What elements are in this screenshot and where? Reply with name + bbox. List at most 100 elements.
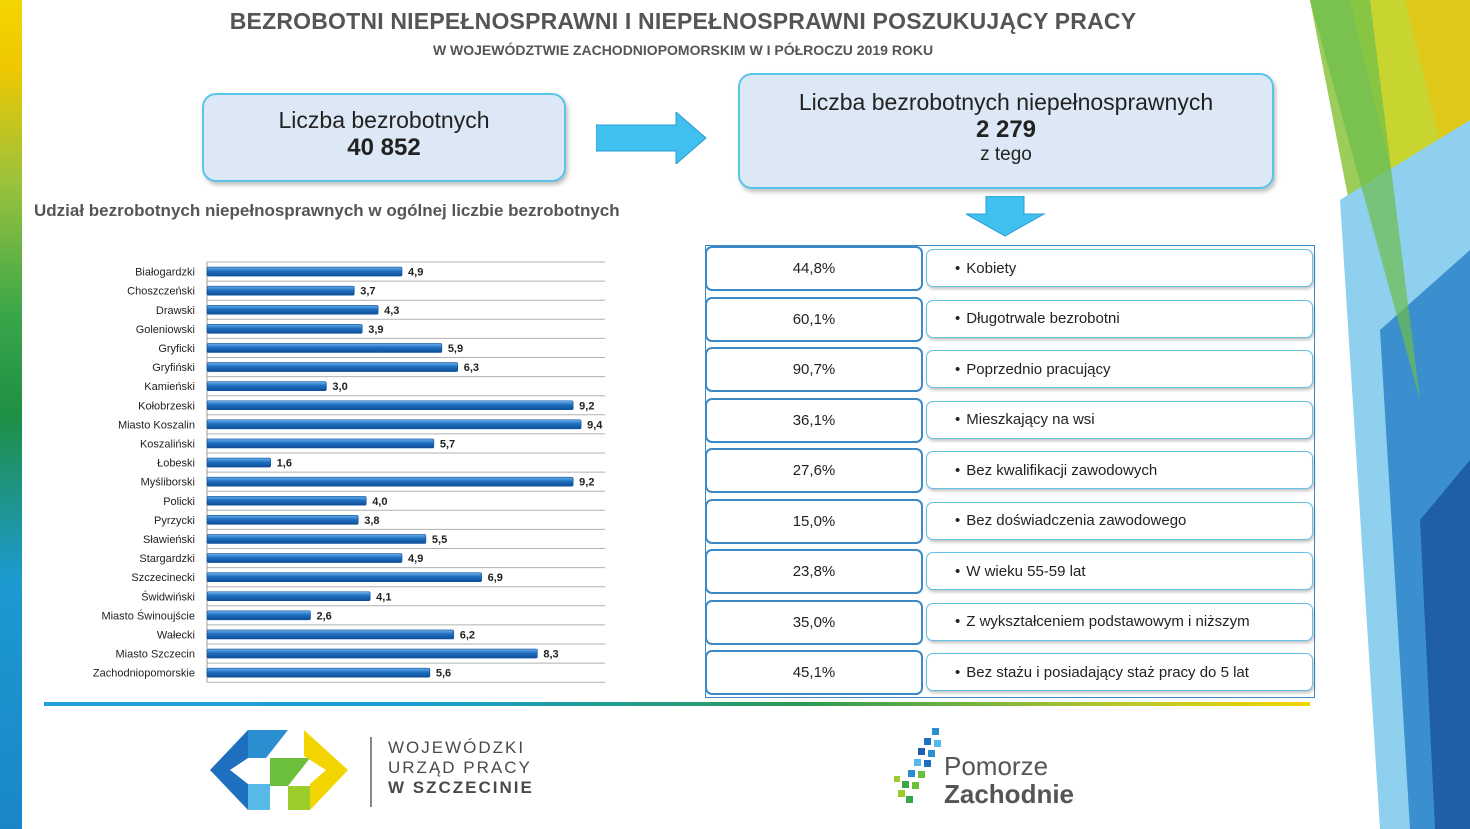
page-title: BEZROBOTNI NIEPEŁNOSPRAWNI I NIEPEŁNOSPR… bbox=[229, 8, 1137, 34]
wup-logo-text: WOJEWÓDZKI URZĄD PRACY W SZCZECINIE bbox=[388, 738, 534, 798]
value-label: 5,9 bbox=[448, 343, 463, 355]
category-label: Koszaliński bbox=[140, 438, 195, 450]
value-label: 3,8 bbox=[364, 515, 379, 527]
pomorze-logo-icon bbox=[894, 728, 941, 803]
breakdown-row: 60,1% • Długotrwale bezrobotni bbox=[705, 296, 1315, 344]
value-label: 9,4 bbox=[587, 419, 603, 431]
breakdown-percent: 36,1% bbox=[705, 397, 923, 443]
bullet-icon: • bbox=[955, 663, 961, 681]
right-decorative-triangles bbox=[1310, 0, 1470, 829]
breakdown-category: • Długotrwale bezrobotni bbox=[926, 299, 1313, 338]
bar bbox=[206, 362, 459, 372]
bar bbox=[206, 591, 371, 602]
bar bbox=[206, 534, 427, 544]
bar bbox=[206, 495, 367, 506]
breakdown-category-label: W wieku 55-59 lat bbox=[966, 562, 1086, 580]
bullet-icon: • bbox=[955, 360, 961, 378]
disabled-unemployed-value: 2 279 bbox=[975, 116, 1037, 143]
bar bbox=[206, 285, 355, 296]
bar bbox=[206, 343, 443, 353]
bar bbox=[206, 629, 455, 640]
breakdown-row: 35,0% • Z wykształceniem podstawowym i niż… bbox=[705, 599, 1315, 647]
disabled-unemployed-note: z tego bbox=[980, 144, 1032, 165]
breakdown-row: 90,7% • Poprzednio pracujący bbox=[705, 347, 1315, 394]
category-label: Łobeski bbox=[157, 458, 195, 470]
category-label: Gryfiński bbox=[152, 362, 195, 374]
breakdown-category-label: Bez doświadczenia zawodowego bbox=[966, 512, 1187, 529]
bullet-icon: • bbox=[955, 259, 961, 277]
bar bbox=[206, 304, 379, 315]
bar bbox=[206, 515, 359, 525]
disabled-unemployed-label: Liczba bezrobotnych niepełnosprawnych bbox=[798, 89, 1214, 115]
breakdown-category: • Mieszkający na wsi bbox=[926, 400, 1313, 439]
breakdown-category-label: Z wykształceniem podstawowym i niższym bbox=[966, 613, 1250, 630]
category-label: Miasto Szczecin bbox=[116, 649, 195, 661]
page-subtitle: W WOJEWÓDZTWIE ZACHODNIOPOMORSKIM W I PÓ… bbox=[432, 42, 934, 58]
bullet-icon: • bbox=[955, 562, 961, 580]
breakdown-row: 45,1% • Bez stażu i posiadający staż pracy… bbox=[705, 650, 1315, 697]
bar-chart: Białogardzki 4,9 Choszczeński 3,7 Drawski 4,3… bbox=[93, 261, 605, 683]
chart-title: Udział bezrobotnych niepełnosprawnych w … bbox=[34, 201, 620, 220]
bar bbox=[206, 419, 582, 430]
value-label: 4,3 bbox=[384, 305, 399, 317]
bar bbox=[206, 457, 271, 468]
value-label: 3,0 bbox=[332, 381, 347, 393]
value-label: 3,7 bbox=[360, 286, 375, 298]
breakdown-percent: 15,0% bbox=[705, 498, 923, 544]
bullet-icon: • bbox=[955, 512, 961, 529]
category-label: Szczecinecki bbox=[131, 572, 195, 584]
value-label: 8,3 bbox=[543, 649, 558, 661]
breakdown-category-label: Poprzednio pracujący bbox=[966, 360, 1111, 378]
disabled-unemployed-box: Liczba bezrobotnych niepełnosprawnych 2 … bbox=[738, 73, 1274, 189]
category-label: Miasto Świnoujście bbox=[101, 609, 195, 622]
logo-separator bbox=[370, 737, 372, 807]
value-label: 2,6 bbox=[316, 610, 331, 622]
breakdown-category-label: Długotrwale bezrobotni bbox=[966, 310, 1120, 327]
pomorze-logo-line1: Pomorze bbox=[944, 751, 1049, 781]
breakdown-percent: 35,0% bbox=[705, 599, 923, 645]
breakdown-percent: 44,8% bbox=[705, 246, 923, 291]
bullet-icon: • bbox=[955, 310, 961, 327]
breakdown-percent: 23,8% bbox=[705, 549, 923, 594]
bullet-icon: • bbox=[955, 461, 961, 479]
footer-divider bbox=[44, 702, 1310, 706]
category-label: Gryficki bbox=[158, 343, 195, 355]
bar bbox=[206, 324, 363, 334]
value-label: 6,9 bbox=[488, 572, 503, 584]
category-label: Białogardzki bbox=[135, 267, 195, 279]
breakdown-row: 36,1% • Mieszkający na wsi bbox=[705, 397, 1315, 445]
left-decorative-stripe bbox=[0, 0, 22, 829]
value-label: 4,0 bbox=[372, 496, 387, 508]
breakdown-percent: 60,1% bbox=[705, 296, 923, 342]
category-label: Pyrzycki bbox=[154, 515, 195, 527]
bar bbox=[206, 572, 482, 582]
breakdown-table: 44,8% • Kobiety 60,1% • Długotrwale bezrobotn… bbox=[705, 245, 1315, 698]
value-label: 3,9 bbox=[368, 324, 383, 336]
breakdown-category-label: Bez kwalifikacji zawodowych bbox=[966, 461, 1158, 479]
breakdown-category: • Z wykształceniem podstawowym i niższym bbox=[926, 602, 1313, 641]
breakdown-percent: 90,7% bbox=[705, 347, 923, 392]
bullet-icon: • bbox=[955, 613, 961, 630]
wup-logo-line2: URZĄD PRACY bbox=[388, 758, 532, 777]
category-label: Drawski bbox=[156, 305, 195, 317]
breakdown-category-label: Mieszkający na wsi bbox=[966, 411, 1095, 428]
category-label: Świdwiński bbox=[141, 590, 195, 603]
value-label: 9,2 bbox=[579, 477, 594, 489]
value-label: 5,5 bbox=[432, 534, 447, 546]
breakdown-category: • W wieku 55-59 lat bbox=[926, 552, 1313, 590]
value-label: 5,7 bbox=[440, 438, 455, 450]
value-label: 4,9 bbox=[408, 553, 423, 565]
pomorze-logo-line2: Zachodnie bbox=[944, 779, 1075, 809]
wup-logo-line3: W SZCZECINIE bbox=[388, 778, 534, 797]
wup-logo-line1: WOJEWÓDZKI bbox=[388, 738, 526, 757]
breakdown-row: 27,6% • Bez kwalifikacji zawodowych bbox=[705, 448, 1315, 495]
value-label: 9,2 bbox=[579, 400, 594, 412]
bar bbox=[206, 381, 327, 391]
value-label: 4,1 bbox=[376, 591, 391, 603]
breakdown-category-label: Kobiety bbox=[966, 259, 1017, 277]
category-label: Wałecki bbox=[157, 629, 195, 641]
value-label: 4,9 bbox=[408, 267, 423, 279]
breakdown-category: • Kobiety bbox=[926, 249, 1313, 287]
category-label: Stargardzki bbox=[139, 553, 195, 565]
breakdown-category: • Poprzednio pracujący bbox=[926, 350, 1313, 388]
